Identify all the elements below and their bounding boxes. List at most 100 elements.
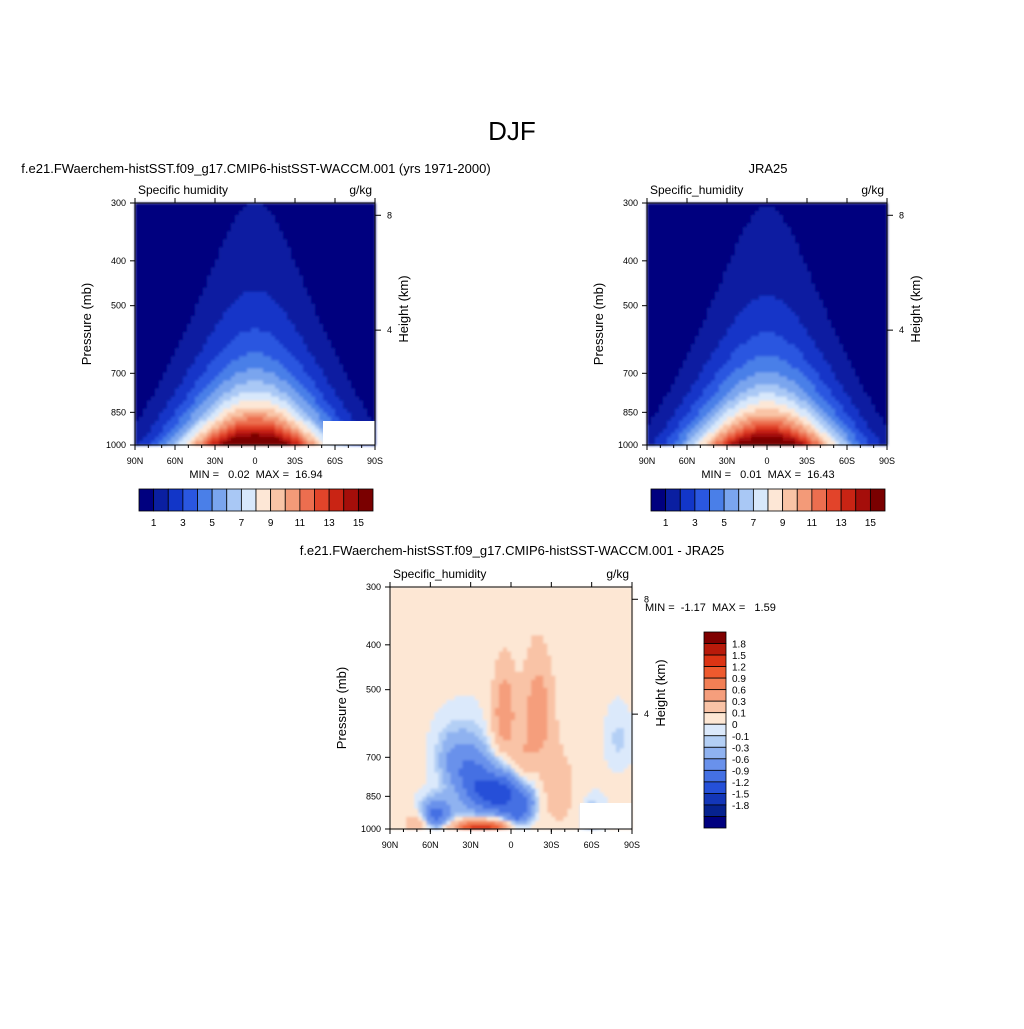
contour-cell <box>763 280 768 285</box>
contour-cell <box>323 385 328 390</box>
contour-cell <box>267 247 272 252</box>
contour-cell <box>315 324 320 329</box>
contour-cell <box>655 219 660 224</box>
contour-cell <box>175 324 180 329</box>
contour-cell <box>287 320 292 325</box>
contour-cell <box>367 247 372 252</box>
contour-cell <box>707 268 712 273</box>
contour-cell <box>139 344 144 349</box>
contour-cell <box>211 219 216 224</box>
contour-cell <box>151 272 156 277</box>
contour-cell <box>239 284 244 289</box>
contour-cell <box>307 401 312 406</box>
contour-cell <box>211 356 216 361</box>
contour-cell <box>363 312 368 317</box>
contour-cell <box>771 280 776 285</box>
contour-cell <box>167 219 172 224</box>
contour-cell <box>303 401 308 406</box>
contour-cell <box>247 243 252 248</box>
contour-cell <box>135 344 140 349</box>
contour-cell <box>359 393 364 398</box>
contour-cell <box>287 268 292 273</box>
contour-cell <box>363 405 368 410</box>
contour-cell <box>339 219 344 224</box>
contour-cell <box>195 336 200 341</box>
contour-cell <box>271 243 276 248</box>
contour-cell <box>711 272 716 277</box>
contour-cell <box>295 211 300 216</box>
contour-cell <box>675 247 680 252</box>
contour-cell <box>319 288 324 293</box>
contour-cell <box>783 268 788 273</box>
contour-cell <box>815 272 820 277</box>
contour-cell <box>847 207 852 212</box>
contour-cell <box>291 276 296 281</box>
contour-cell <box>299 413 304 418</box>
contour-cell <box>351 215 356 220</box>
contour-cell <box>743 231 748 236</box>
contour-cell <box>743 243 748 248</box>
contour-cell <box>319 389 324 394</box>
contour-cell <box>263 288 268 293</box>
contour-cell <box>171 376 176 381</box>
contour-cell <box>355 389 360 394</box>
contour-cell <box>199 255 204 260</box>
contour-cell <box>195 340 200 345</box>
contour-cell <box>747 247 752 252</box>
contour-cell <box>863 280 868 285</box>
contour-cell <box>275 312 280 317</box>
contour-cell <box>243 243 248 248</box>
contour-cell <box>207 389 212 394</box>
contour-cell <box>155 348 160 353</box>
contour-cell <box>331 401 336 406</box>
contour-cell <box>179 344 184 349</box>
contour-cell <box>299 300 304 305</box>
contour-cell <box>255 393 260 398</box>
contour-cell <box>767 280 772 285</box>
contour-cell <box>283 300 288 305</box>
contour-cell <box>263 332 268 337</box>
contour-cell <box>859 284 864 289</box>
contour-cell <box>243 401 248 406</box>
contour-cell <box>347 393 352 398</box>
contour-cell <box>219 251 224 256</box>
contour-cell <box>143 223 148 228</box>
contour-cell <box>151 251 156 256</box>
contour-cell <box>295 393 300 398</box>
contour-cell <box>811 276 816 281</box>
contour-cell <box>363 324 368 329</box>
contour-cell <box>243 231 248 236</box>
contour-cell <box>311 417 316 422</box>
contour-cell <box>195 364 200 369</box>
contour-cell <box>283 292 288 297</box>
contour-cell <box>267 368 272 373</box>
contour-cell <box>179 219 184 224</box>
contour-cell <box>227 352 232 357</box>
contour-cell <box>167 332 172 337</box>
contour-cell <box>339 296 344 301</box>
contour-cell <box>319 247 324 252</box>
contour-cell <box>351 251 356 256</box>
contour-cell <box>279 429 284 434</box>
contour-cell <box>279 264 284 269</box>
contour-cell <box>207 284 212 289</box>
contour-cell <box>183 255 188 260</box>
contour-cell <box>231 304 236 309</box>
contour-cell <box>339 340 344 345</box>
contour-cell <box>191 304 196 309</box>
contour-cell <box>663 284 668 289</box>
contour-cell <box>731 268 736 273</box>
contour-cell <box>135 328 140 333</box>
contour-cell <box>235 251 240 256</box>
contour-cell <box>815 239 820 244</box>
contour-cell <box>855 207 860 212</box>
contour-cell <box>803 247 808 252</box>
contour-cell <box>215 264 220 269</box>
contour-cell <box>139 292 144 297</box>
contour-cell <box>655 215 660 220</box>
contour-cell <box>827 268 832 273</box>
contour-cell <box>351 397 356 402</box>
contour-cell <box>335 308 340 313</box>
contour-cell <box>779 288 784 293</box>
contour-cell <box>331 328 336 333</box>
